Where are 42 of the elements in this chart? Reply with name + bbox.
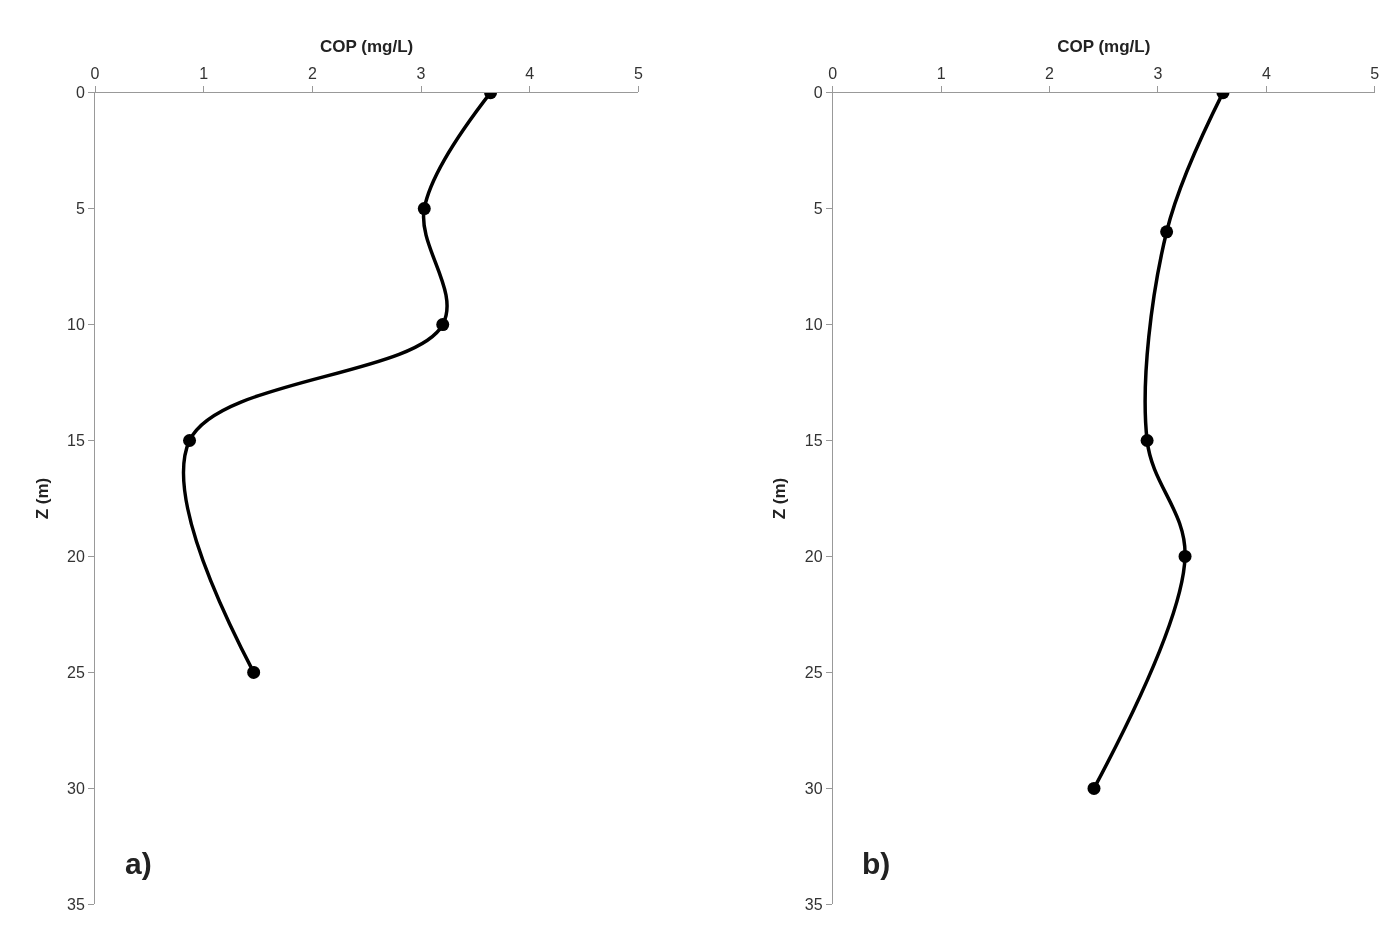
y-axis-title: Z (m) <box>770 477 790 520</box>
x-tick-label: 5 <box>633 65 643 83</box>
x-tick-label: 4 <box>1261 65 1271 83</box>
annotation: b) <box>862 847 891 880</box>
x-axis-title: COP (mg/L) <box>320 36 414 56</box>
x-axis-title: COP (mg/L) <box>1057 36 1151 56</box>
y-tick-label: 25 <box>67 664 85 682</box>
y-tick-label: 15 <box>67 432 85 450</box>
y-tick-label: 35 <box>804 895 823 913</box>
x-tick-label: 2 <box>1045 65 1055 83</box>
y-tick-label: 5 <box>813 200 823 218</box>
y-tick-label: 0 <box>813 84 823 102</box>
x-tick-label: 0 <box>90 65 100 83</box>
x-tick-label: 3 <box>416 65 426 83</box>
point <box>183 434 197 447</box>
point <box>436 318 450 332</box>
y-tick-label: 30 <box>67 779 85 797</box>
point <box>1160 225 1174 239</box>
y-tick-label: 35 <box>67 895 85 913</box>
y-tick-label: 5 <box>75 200 85 218</box>
point <box>417 202 431 216</box>
x-tick-label: 4 <box>525 65 535 83</box>
annotation: a) <box>125 847 152 880</box>
point <box>1087 781 1101 795</box>
y-tick-label: 0 <box>75 84 85 102</box>
y-tick-label: 10 <box>67 316 85 334</box>
y-tick-label: 30 <box>804 779 823 797</box>
x-tick-label: 1 <box>936 65 946 83</box>
point <box>1140 434 1154 447</box>
x-tick-label: 2 <box>307 65 317 83</box>
x-tick-label: 0 <box>828 65 838 83</box>
y-tick-label: 20 <box>67 548 85 566</box>
y-axis-title: Z (m) <box>32 477 52 520</box>
point <box>247 665 261 679</box>
y-tick-label: 20 <box>804 548 823 566</box>
x-tick-label: 3 <box>1153 65 1163 83</box>
y-tick-label: 10 <box>804 316 823 334</box>
point <box>1178 549 1192 563</box>
x-tick-label: 1 <box>199 65 209 83</box>
y-tick-label: 25 <box>804 664 823 682</box>
y-tick-label: 15 <box>804 432 823 450</box>
x-tick-label: 5 <box>1370 65 1380 83</box>
